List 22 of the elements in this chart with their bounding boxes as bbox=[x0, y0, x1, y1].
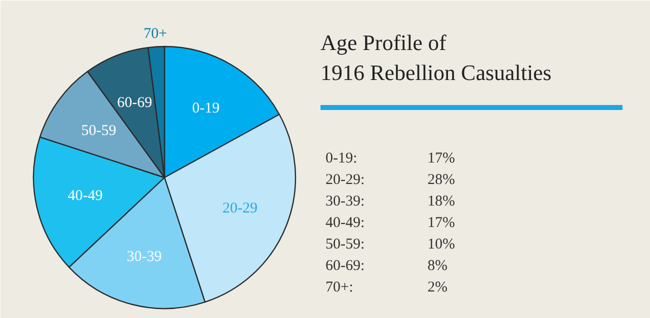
text: 10% bbox=[428, 236, 455, 252]
text: 18% bbox=[428, 194, 455, 210]
slice-label: 20-29 bbox=[222, 200, 258, 216]
text: 70+: bbox=[326, 280, 354, 296]
text: 60-69: bbox=[326, 258, 365, 274]
slice-label: 30-39 bbox=[126, 249, 162, 266]
slice-label: 70+ bbox=[144, 26, 168, 42]
slice-label: 0-19 bbox=[192, 100, 220, 117]
text: 20-29: bbox=[326, 172, 365, 188]
text: 50-59: bbox=[326, 236, 365, 252]
text: 0-19: bbox=[326, 150, 358, 166]
text: 28% bbox=[428, 172, 455, 188]
text: 2% bbox=[428, 280, 448, 296]
text: 40-49: bbox=[326, 215, 365, 231]
text: 8% bbox=[428, 258, 448, 274]
text: 30-39: bbox=[326, 194, 365, 210]
slice-label: 50-59 bbox=[81, 122, 116, 139]
text: 17% bbox=[428, 215, 455, 231]
slice-label: 60-69 bbox=[117, 94, 152, 111]
text: Age Profile of 1916 Rebellion Casualties bbox=[320, 30, 552, 85]
slice-label: 40-49 bbox=[68, 188, 103, 204]
text: 17% bbox=[428, 150, 455, 166]
